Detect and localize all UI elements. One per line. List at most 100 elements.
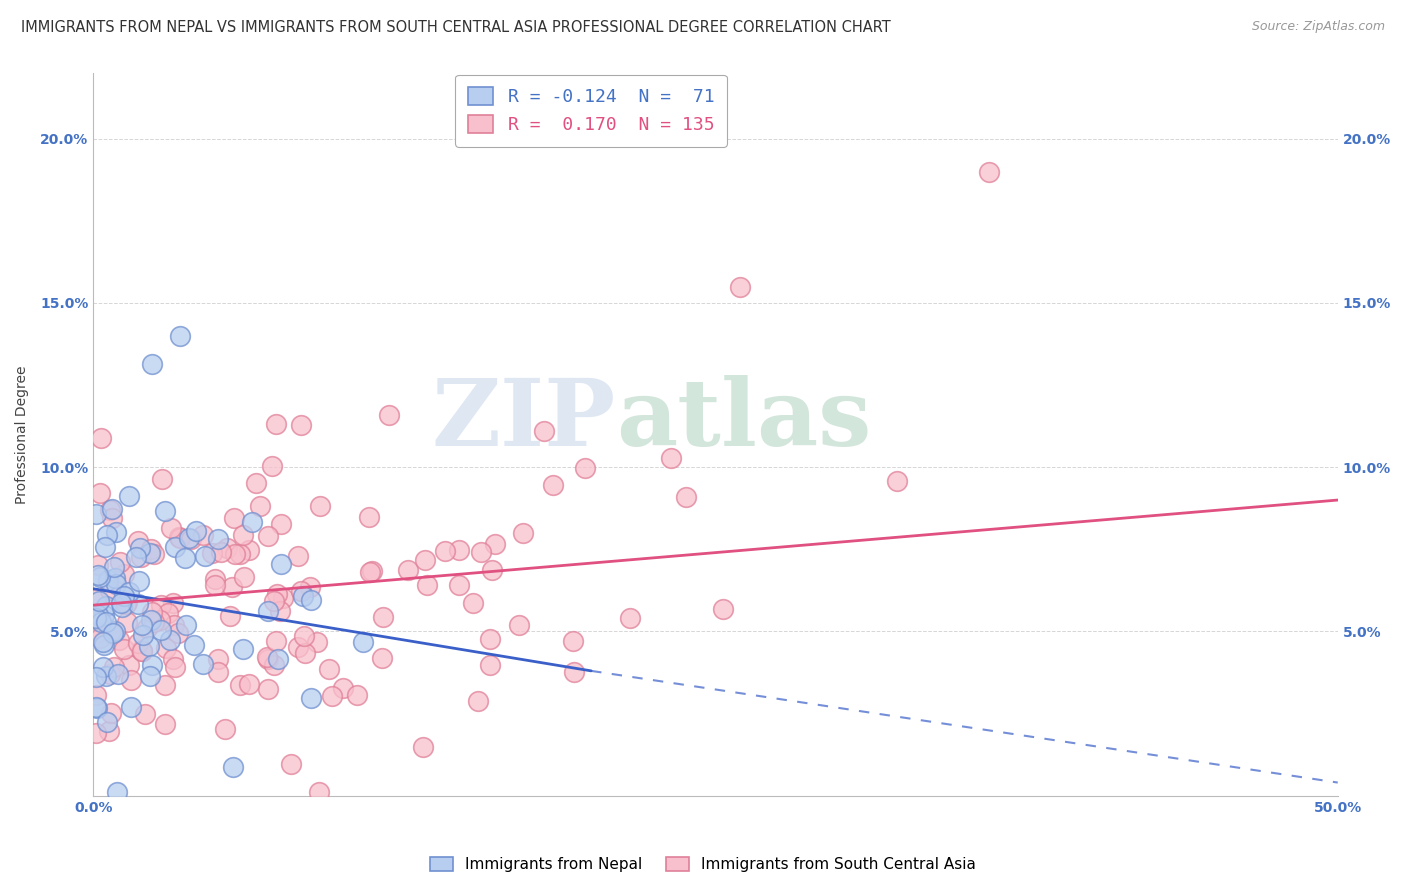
Point xyxy=(84,625,107,640)
Point xyxy=(191,657,214,671)
Point xyxy=(169,328,191,343)
Point xyxy=(112,641,135,656)
Point xyxy=(361,564,384,578)
Point xyxy=(619,610,641,624)
Point xyxy=(108,633,131,648)
Point xyxy=(89,631,111,645)
Point xyxy=(207,532,229,546)
Point xyxy=(186,524,208,538)
Point xyxy=(352,635,374,649)
Point xyxy=(481,563,503,577)
Point xyxy=(93,638,115,652)
Point xyxy=(155,717,177,731)
Point xyxy=(346,688,368,702)
Point xyxy=(371,651,394,665)
Point xyxy=(979,164,1001,178)
Point xyxy=(292,629,315,643)
Point xyxy=(177,532,200,546)
Point xyxy=(90,431,112,445)
Point xyxy=(174,618,197,632)
Point xyxy=(359,565,381,579)
Point xyxy=(129,549,152,564)
Point xyxy=(478,658,501,673)
Point xyxy=(207,651,229,665)
Point xyxy=(240,515,263,529)
Point xyxy=(730,279,752,293)
Point xyxy=(204,572,226,586)
Point xyxy=(308,785,330,799)
Point xyxy=(257,604,280,618)
Point xyxy=(396,563,419,577)
Point xyxy=(110,596,132,610)
Point xyxy=(131,618,153,632)
Point xyxy=(117,595,139,609)
Point xyxy=(159,633,181,648)
Point xyxy=(287,640,309,654)
Point xyxy=(128,541,150,556)
Point xyxy=(204,577,226,591)
Point xyxy=(84,610,107,624)
Point xyxy=(218,609,240,624)
Point xyxy=(94,540,117,554)
Point xyxy=(659,451,682,466)
Point xyxy=(232,641,254,656)
Point xyxy=(87,609,110,624)
Point xyxy=(290,583,312,598)
Point xyxy=(118,584,141,599)
Point xyxy=(157,607,180,621)
Point xyxy=(149,613,172,627)
Point xyxy=(120,700,142,714)
Point xyxy=(143,547,166,561)
Point xyxy=(94,615,117,629)
Point xyxy=(117,489,139,503)
Point xyxy=(508,617,530,632)
Text: Source: ZipAtlas.com: Source: ZipAtlas.com xyxy=(1251,20,1385,33)
Point xyxy=(94,668,117,682)
Point xyxy=(245,475,267,490)
Point xyxy=(86,558,108,572)
Text: ZIP: ZIP xyxy=(432,375,616,465)
Point xyxy=(269,604,291,618)
Point xyxy=(266,586,288,600)
Legend: R = -0.124  N =  71, R =  0.170  N = 135: R = -0.124 N = 71, R = 0.170 N = 135 xyxy=(456,75,727,146)
Point xyxy=(131,628,153,642)
Point xyxy=(447,543,470,558)
Point xyxy=(100,706,122,721)
Point xyxy=(141,605,163,619)
Point xyxy=(125,549,148,564)
Point xyxy=(104,576,127,591)
Point xyxy=(470,545,492,559)
Point xyxy=(120,673,142,687)
Point xyxy=(416,577,439,591)
Point xyxy=(114,597,136,611)
Point xyxy=(162,596,184,610)
Point xyxy=(84,507,107,521)
Point xyxy=(97,724,120,739)
Point xyxy=(294,646,316,660)
Point xyxy=(163,617,186,632)
Point xyxy=(264,634,287,648)
Point xyxy=(224,547,246,561)
Point xyxy=(463,596,485,610)
Point xyxy=(149,599,172,613)
Point xyxy=(155,640,177,655)
Point xyxy=(214,722,236,736)
Point xyxy=(270,557,292,571)
Point xyxy=(561,634,583,648)
Point xyxy=(128,574,150,588)
Point xyxy=(332,681,354,695)
Point xyxy=(91,659,114,673)
Point xyxy=(541,478,564,492)
Point xyxy=(183,638,205,652)
Point xyxy=(886,474,908,488)
Point xyxy=(413,553,436,567)
Point xyxy=(103,660,125,674)
Point xyxy=(127,534,149,549)
Point xyxy=(433,544,456,558)
Point xyxy=(467,694,489,708)
Point xyxy=(101,502,124,516)
Point xyxy=(141,657,163,672)
Point xyxy=(512,526,534,541)
Point xyxy=(104,524,127,539)
Point xyxy=(256,681,278,696)
